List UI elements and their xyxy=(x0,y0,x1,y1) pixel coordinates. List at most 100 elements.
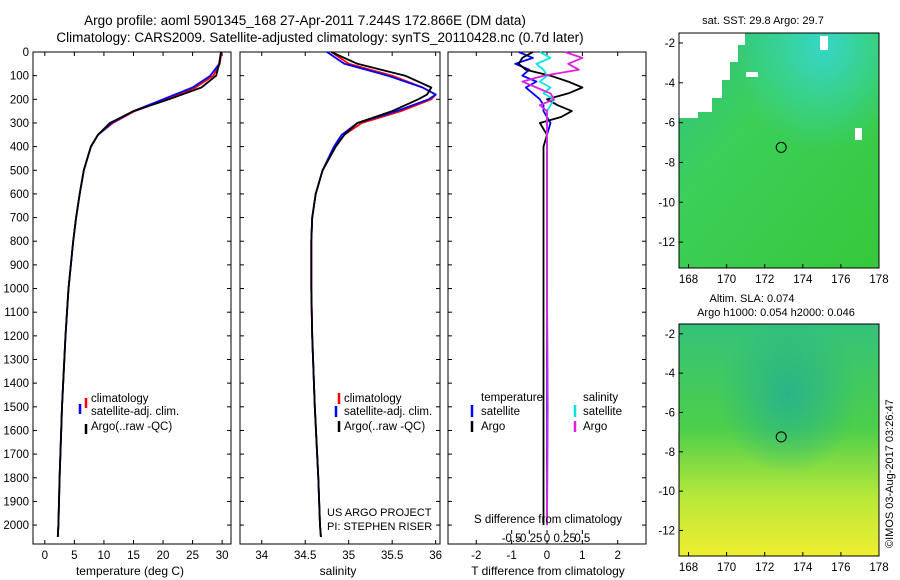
s-tick-label: -0.5 xyxy=(502,533,522,545)
s-tick-label: -0.25 xyxy=(516,533,542,545)
lat-tick-label: -10 xyxy=(658,197,675,209)
depth-tick-label: 1600 xyxy=(3,425,29,437)
project-label: US ARGO PROJECT xyxy=(327,507,432,519)
depth-tick-label: 1100 xyxy=(4,307,29,319)
x-tick-label: 2 xyxy=(615,550,621,562)
lon-tick-label: 172 xyxy=(755,562,774,574)
depth-tick-label: 700 xyxy=(10,213,29,225)
legend-argo-label: Argo(..raw -QC) xyxy=(344,421,425,433)
legend-satellite-label: satellite-adj. clim. xyxy=(344,406,432,418)
series-line-argo-raw-qc- xyxy=(56,51,222,537)
temperature-xlabel: temperature (deg C) xyxy=(76,564,184,578)
x-tick-label: 30 xyxy=(216,550,229,562)
salinity-panel: 34 34.5 35 35.5 36 climatology satellite-adj… xyxy=(239,51,442,578)
lon-tick-label: 168 xyxy=(679,562,698,574)
lat-tick-label: -4 xyxy=(665,78,676,90)
sst-map-frame xyxy=(678,32,880,269)
legend-climatology-label: climatology xyxy=(91,393,149,405)
sst-map-panel: sat. SST: 29.8 Argo: 29.7 168 170 172 174 17… xyxy=(658,15,888,286)
sst-map-title: sat. SST: 29.8 Argo: 29.7 xyxy=(702,15,824,27)
sst-map-cloud-gap xyxy=(855,128,862,140)
temperature-panel: 0100200300400500600700800900100011001200… xyxy=(3,47,232,578)
legend-t-satellite-label: satellite xyxy=(481,406,520,418)
x-tick-label: 15 xyxy=(127,550,140,562)
series-line-argo-raw-qc- xyxy=(310,51,433,537)
depth-tick-label: 0 xyxy=(23,47,29,59)
depth-tick-label: 600 xyxy=(10,189,29,201)
depth-tick-label: 1700 xyxy=(3,449,29,461)
depth-tick-label: 100 xyxy=(10,71,29,83)
sla-map-title-2: Argo h1000: 0.054 h2000: 0.046 xyxy=(697,307,855,319)
lon-tick-label: 178 xyxy=(869,562,888,574)
x-tick-label: 25 xyxy=(186,550,199,562)
sla-map-frame xyxy=(678,323,880,557)
salinity-xlabel: salinity xyxy=(320,564,357,578)
depth-tick-label: 1000 xyxy=(3,284,29,296)
x-tick-label: 20 xyxy=(157,550,170,562)
depth-tick-label: 1800 xyxy=(3,473,29,485)
salinity-panel-frame xyxy=(239,51,441,545)
series-line-t-argo xyxy=(517,51,584,526)
legend-temperature-header: temperature xyxy=(481,392,543,404)
x-tick-label: 10 xyxy=(98,550,111,562)
lon-tick-label: 174 xyxy=(793,274,813,286)
depth-tick-label: 800 xyxy=(10,236,29,248)
imos-credit: ©IMOS 03-Aug-2017 03:26:47 xyxy=(884,399,896,548)
s-tick-label: 0.25 xyxy=(553,533,575,545)
title-line-2: Climatology: CARS2009. Satellite-adjuste… xyxy=(56,30,583,45)
legend-t-argo-label: Argo xyxy=(481,421,505,433)
s-difference-xlabel: S difference from climatology xyxy=(474,514,622,526)
lat-tick-label: -10 xyxy=(658,486,675,498)
x-tick-label: 0 xyxy=(42,550,48,562)
depth-tick-label: 1400 xyxy=(3,378,29,390)
sla-map-panel: Altim. SLA: 0.074 Argo h1000: 0.054 h200… xyxy=(658,293,888,574)
temperature-panel-frame xyxy=(32,51,232,545)
x-tick-label: -1 xyxy=(507,550,517,562)
lat-tick-label: -12 xyxy=(658,237,675,249)
x-tick-label: 35.5 xyxy=(381,550,403,562)
lat-tick-label: -4 xyxy=(665,368,676,380)
sst-map-cloud-gap xyxy=(746,72,758,77)
depth-tick-label: 200 xyxy=(10,94,29,106)
x-tick-label: 5 xyxy=(71,550,77,562)
series-line-s-argo xyxy=(521,51,584,526)
lon-tick-label: 174 xyxy=(793,562,813,574)
depth-tick-label: 1900 xyxy=(3,496,29,508)
sla-map-depression xyxy=(679,324,879,556)
lat-tick-label: -6 xyxy=(665,407,675,419)
sla-map-title-1: Altim. SLA: 0.074 xyxy=(710,293,795,305)
lon-tick-label: 176 xyxy=(831,562,850,574)
x-tick-label: 0 xyxy=(544,550,550,562)
legend-argo-label: Argo(..raw -QC) xyxy=(91,421,172,433)
depth-tick-label: 2000 xyxy=(3,520,29,532)
lat-tick-label: -2 xyxy=(665,329,675,341)
sst-map-cloud-mask xyxy=(679,33,745,118)
depth-tick-label: 1300 xyxy=(3,355,29,367)
lat-tick-label: -6 xyxy=(665,118,675,130)
legend-salinity-header: salinity xyxy=(583,392,618,404)
depth-tick-label: 1200 xyxy=(3,331,29,343)
depth-tick-label: 900 xyxy=(10,260,29,272)
depth-tick-label: 300 xyxy=(10,118,29,130)
pi-label: PI: STEPHEN RISER xyxy=(327,521,432,533)
x-tick-label: 34 xyxy=(255,550,268,562)
argo-position-marker xyxy=(775,141,787,153)
depth-tick-label: 400 xyxy=(10,142,29,154)
legend-s-satellite-label: satellite xyxy=(583,406,622,418)
x-tick-label: 36 xyxy=(429,550,442,562)
legend-s-argo-label: Argo xyxy=(583,421,607,433)
lon-tick-label: 168 xyxy=(679,274,698,286)
depth-tick-label: 1500 xyxy=(3,402,29,414)
sst-map-cloud-gap xyxy=(820,36,828,50)
difference-panel: -2 -1 0 1 2 -0.5-0.25 0 0.250.5 temperature sal… xyxy=(447,51,647,578)
legend-climatology-label: climatology xyxy=(344,393,402,405)
s-tick-label: 0.5 xyxy=(574,533,590,545)
lon-tick-label: 170 xyxy=(717,274,736,286)
lat-tick-label: -8 xyxy=(665,447,675,459)
x-tick-label: 34.5 xyxy=(294,550,316,562)
title-line-1: Argo profile: aoml 5901345_168 27-Apr-20… xyxy=(84,13,526,28)
lat-tick-label: -8 xyxy=(665,157,675,169)
x-tick-label: -2 xyxy=(471,550,481,562)
lon-tick-label: 178 xyxy=(869,274,888,286)
